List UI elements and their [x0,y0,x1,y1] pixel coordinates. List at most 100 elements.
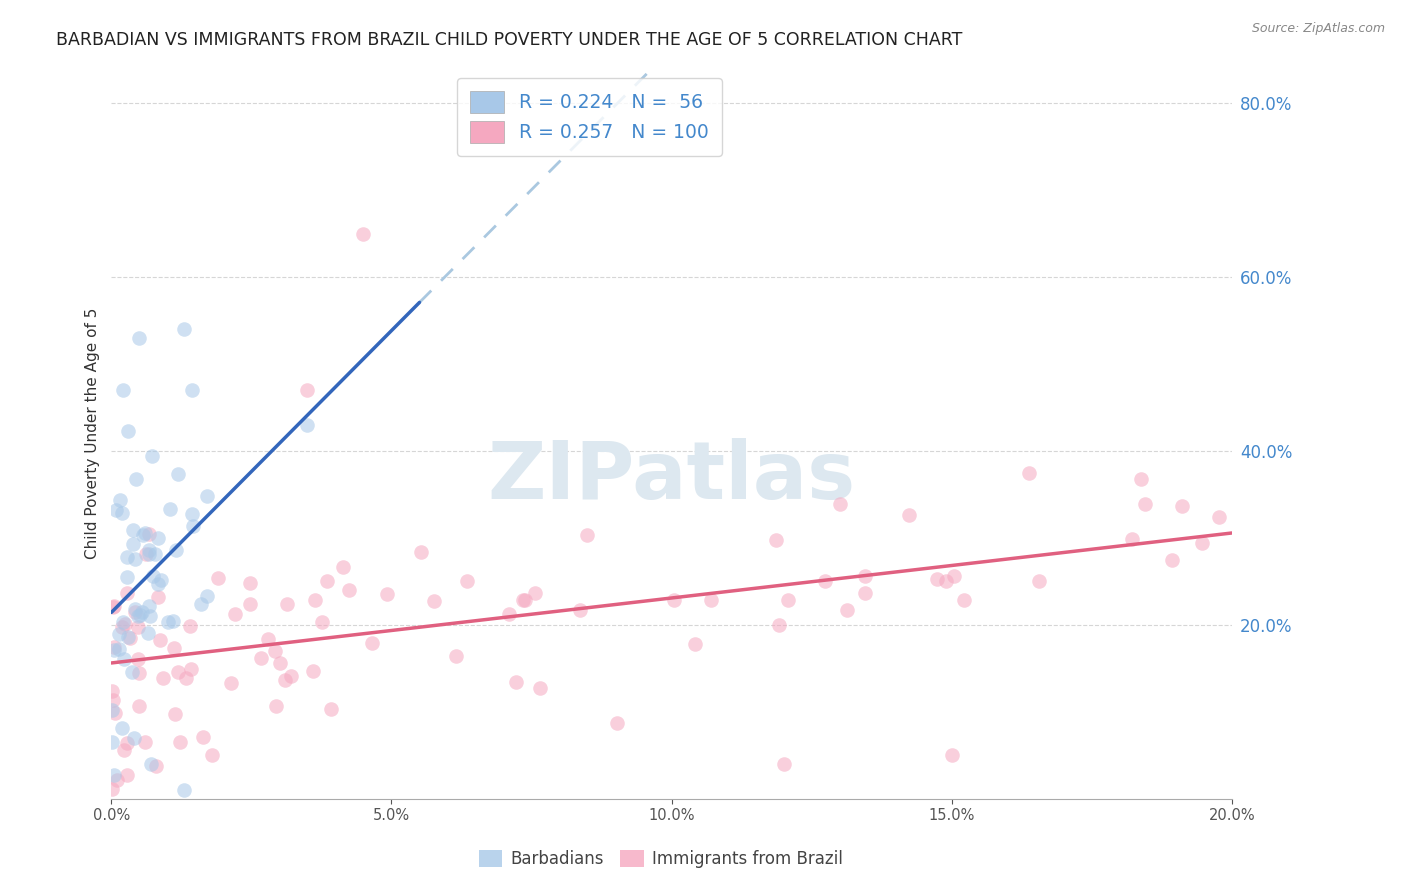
Point [165,707,187,722]
Point [104,706,127,720]
Point [219,675,242,690]
Point [148,590,170,604]
Point [263,644,285,658]
Point [239,575,262,590]
Point [134,525,156,540]
Point [337,582,360,597]
Point [121,665,143,680]
Point [316,574,339,588]
Point [128,331,150,345]
Point [297,417,319,432]
Point [1160,552,1182,566]
Point [117,630,139,644]
Point [269,657,291,671]
Point [127,651,149,665]
Point [576,528,599,542]
Point [162,614,184,628]
Point [129,607,152,622]
Point [139,756,162,771]
Point [118,632,141,646]
Point [568,603,591,617]
Point [828,497,851,511]
Point [304,592,326,607]
Point [280,668,302,682]
Point [180,662,202,676]
Point [853,569,876,583]
Point [124,601,146,615]
Point [112,743,135,757]
Point [138,626,160,640]
Point [115,550,138,565]
Point [138,599,160,613]
Point [606,716,628,731]
Point [111,507,134,521]
Point [108,641,131,656]
Point [103,768,125,782]
Point [524,585,547,599]
Point [138,547,160,561]
Legend: Barbadians, Immigrants from Brazil: Barbadians, Immigrants from Brazil [472,843,849,875]
Point [125,472,148,486]
Point [152,671,174,685]
Point [700,593,723,607]
Point [124,605,146,619]
Point [159,501,181,516]
Point [768,618,790,632]
Point [173,322,195,336]
Point [813,574,835,588]
Point [138,608,160,623]
Point [776,592,799,607]
Point [195,489,218,503]
Point [149,633,172,648]
Point [103,643,125,657]
Point [157,615,180,629]
Point [505,675,527,690]
Point [193,730,215,744]
Point [1129,472,1152,486]
Point [146,577,169,591]
Point [138,542,160,557]
Point [512,592,534,607]
Point [149,573,172,587]
Point [224,607,246,621]
Point [132,528,155,542]
Point [683,637,706,651]
Y-axis label: Child Poverty Under the Age of 5: Child Poverty Under the Age of 5 [86,308,100,559]
Point [1018,466,1040,480]
Text: Source: ZipAtlas.com: Source: ZipAtlas.com [1251,22,1385,36]
Point [141,449,163,463]
Point [103,640,125,654]
Point [927,573,949,587]
Point [273,673,295,687]
Point [935,574,957,588]
Text: ZIPatlas: ZIPatlas [488,439,856,516]
Point [181,508,204,522]
Point [181,519,204,533]
Point [181,383,204,397]
Point [128,699,150,714]
Point [124,552,146,566]
Point [942,569,965,583]
Point [115,736,138,750]
Point [765,533,787,548]
Point [361,636,384,650]
Point [111,615,134,629]
Point [121,537,143,551]
Point [311,615,333,629]
Point [163,641,186,656]
Point [1208,510,1230,524]
Point [167,665,190,680]
Point [898,508,921,523]
Point [662,593,685,607]
Point [276,597,298,611]
Point [772,756,794,771]
Point [941,748,963,763]
Point [127,609,149,624]
Point [117,424,139,438]
Point [409,545,432,559]
Point [1133,497,1156,511]
Point [529,681,551,695]
Point [377,587,399,601]
Point [201,748,224,763]
Point [422,594,444,608]
